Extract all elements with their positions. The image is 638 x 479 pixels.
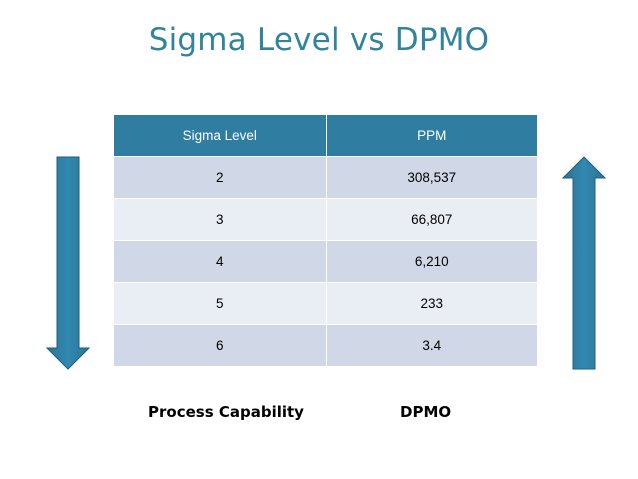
ppm-cell: 6,210 [326,240,537,283]
ppm-cell: 308,537 [326,156,537,199]
sigma-cell: 5 [114,282,327,325]
dpmo-label: DPMO [400,403,452,421]
sigma-cell: 2 [114,156,327,199]
ppm-cell: 3.4 [326,324,537,366]
header-ppm: PPM [326,115,537,157]
arrow-up-icon [562,156,606,370]
header-sigma-level: Sigma Level [114,115,327,157]
sigma-cell: 4 [114,240,327,283]
arrow-down-icon [46,156,90,370]
sigma-cell: 6 [114,324,327,366]
table-row: 2 308,537 [114,156,537,199]
table-row: 5 233 [114,282,537,325]
table-row: 3 66,807 [114,198,537,241]
sigma-ppm-table: Sigma Level PPM 2 308,537 3 66,807 4 6,2… [114,115,537,366]
process-capability-label: Process Capability [148,403,304,421]
table-header-row: Sigma Level PPM [114,115,537,157]
slide-title: Sigma Level vs DPMO [148,22,490,58]
ppm-cell: 233 [326,282,537,325]
table-row: 6 3.4 [114,324,537,366]
ppm-cell: 66,807 [326,198,537,241]
table-row: 4 6,210 [114,240,537,283]
sigma-cell: 3 [114,198,327,241]
